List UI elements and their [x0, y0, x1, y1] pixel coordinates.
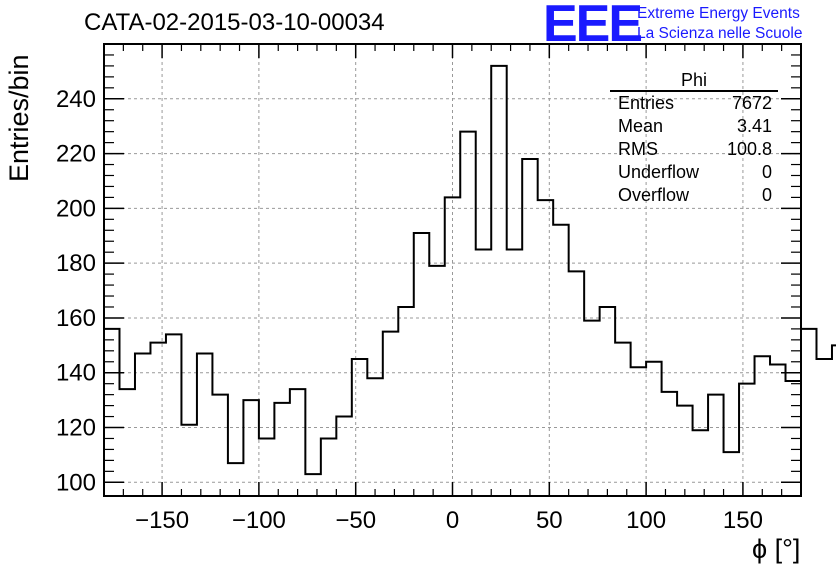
stats-label: Underflow: [618, 162, 700, 182]
stats-label: Entries: [618, 93, 675, 113]
x-tick-label: 50: [536, 507, 563, 534]
y-tick-label: 200: [56, 195, 96, 222]
x-tick-label: −50: [335, 507, 376, 534]
stats-label: Mean: [618, 116, 664, 136]
stats-label: RMS: [618, 139, 658, 159]
axis-ticks: [103, 44, 802, 496]
y-axis-label: Entries/bin: [4, 54, 34, 182]
stats-value: 100.8: [726, 139, 772, 159]
x-tick-label: 100: [626, 507, 666, 534]
x-tick-label: 0: [446, 507, 459, 534]
chart-title: CATA-02-2015-03-10-00034: [84, 9, 385, 36]
stats-title: Phi: [610, 70, 778, 92]
logo-caption-line2: La Scienza nelle Scuole: [637, 25, 803, 42]
stats-row: Overflow 0: [610, 184, 778, 207]
logo-caption-line1: Extreme Energy Events: [637, 5, 800, 22]
logo-caption: Extreme Energy Events La Scienza nelle S…: [637, 4, 802, 44]
x-axis-label: ϕ [°]: [752, 534, 801, 564]
x-tick-label: −150: [135, 507, 189, 534]
y-tick-label: 120: [56, 415, 96, 442]
stats-value: 3.41: [736, 116, 772, 136]
eee-logo: EEE: [543, 0, 643, 53]
y-tick-label: 220: [56, 141, 96, 168]
stats-row: Underflow 0: [610, 161, 778, 184]
stats-value: 7672: [731, 93, 772, 113]
y-tick-label: 180: [56, 250, 96, 277]
stats-value: 0: [761, 185, 772, 205]
y-tick-label: 240: [56, 86, 96, 113]
grid-lines: [104, 44, 801, 496]
x-tick-label: −100: [232, 507, 286, 534]
y-tick-labels: 100 120 140 160 180 200 220 240: [56, 86, 96, 497]
histogram-outline: [104, 64, 836, 476]
stats-value: 0: [761, 162, 772, 182]
stats-label: Overflow: [618, 185, 690, 205]
stats-row: Entries 7672: [610, 92, 778, 115]
y-tick-label: 100: [56, 469, 96, 496]
x-tick-labels: −150 −100 −50 0 50 100 150: [135, 507, 763, 534]
y-tick-label: 160: [56, 305, 96, 332]
stats-row: Mean 3.41: [610, 115, 778, 138]
stats-row: RMS 100.8: [610, 138, 778, 161]
stats-box: Phi Entries 7672 Mean 3.41 RMS 100.8 Underf…: [610, 70, 778, 207]
x-tick-label: 150: [723, 507, 763, 534]
y-tick-label: 140: [56, 360, 96, 387]
